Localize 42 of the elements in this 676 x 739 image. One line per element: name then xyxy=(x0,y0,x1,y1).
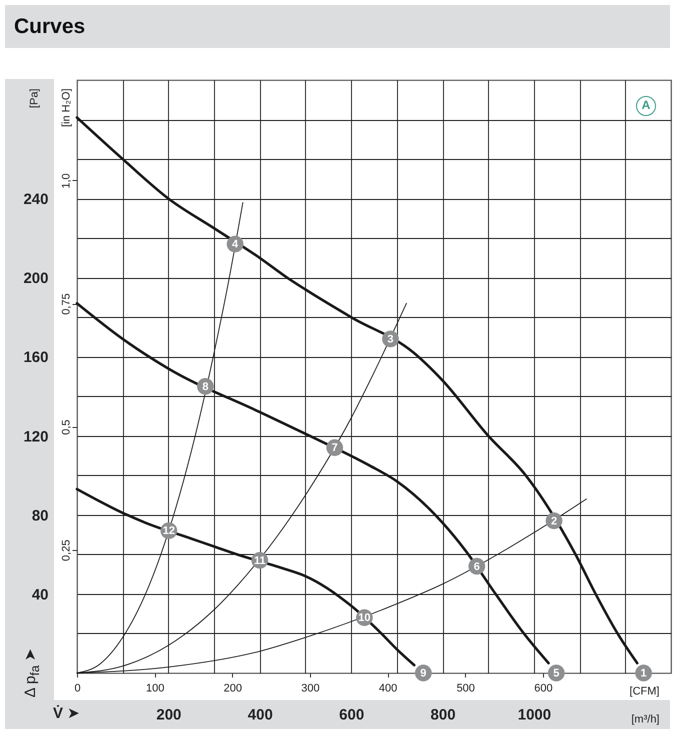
circle-outline: A xyxy=(636,96,656,116)
x2-tick-label: 300 xyxy=(301,682,320,694)
annotation: 10 xyxy=(358,612,371,624)
x-tick-label: 600 xyxy=(339,706,364,724)
x2-tick-label: 400 xyxy=(378,682,398,694)
annotation: 11 xyxy=(254,554,266,567)
y-tick-label: 40 xyxy=(32,586,48,604)
y-axis-title: [Pa] xyxy=(28,88,40,108)
y-tick-label: 200 xyxy=(23,270,48,288)
y2-tick-label: 0,25 xyxy=(60,540,72,562)
annotation: 1 xyxy=(640,668,647,680)
x2-axis-title: [CFM] xyxy=(630,686,660,698)
y2-tick-label: 1,0 xyxy=(60,173,72,189)
y2-tick-label: 0,5 xyxy=(60,420,72,435)
annotation: 8 xyxy=(202,380,208,393)
annotation: 4 xyxy=(232,238,240,251)
annotation: A xyxy=(642,98,650,112)
y2-axis-title: [in H₂O] xyxy=(60,88,72,127)
x-tick-label: 400 xyxy=(248,706,273,724)
text: V̇ ➤ xyxy=(53,705,80,722)
x2-tick-label: 200 xyxy=(224,682,242,694)
x2-tick-label: 500 xyxy=(456,682,475,694)
x2-tick-label: 0 xyxy=(74,682,81,694)
annotation: 6 xyxy=(474,560,480,573)
y-tick-label: 240 xyxy=(23,191,48,208)
x-tick-label: 200 xyxy=(156,706,182,724)
annotation: 2 xyxy=(550,515,558,528)
annotation: 3 xyxy=(387,333,394,346)
annotation: 5 xyxy=(553,668,560,680)
x2-tick-label: 100 xyxy=(146,682,164,694)
y2-tick-label: 0,75 xyxy=(60,293,72,315)
annotation: 7 xyxy=(332,442,338,454)
x-tick-label: 1000 xyxy=(518,706,552,724)
y-tick-label: 80 xyxy=(32,507,48,524)
x-tick-label: 800 xyxy=(430,706,456,724)
y-tick-label: 160 xyxy=(23,349,48,366)
x-axis-title: [m³/h] xyxy=(631,714,660,726)
annotation: 12 xyxy=(162,525,175,538)
annotation: 9 xyxy=(420,668,426,680)
chart-title: Curves xyxy=(14,15,86,38)
x2-tick-label: 600 xyxy=(534,682,553,694)
y-tick-label: 120 xyxy=(23,428,48,446)
